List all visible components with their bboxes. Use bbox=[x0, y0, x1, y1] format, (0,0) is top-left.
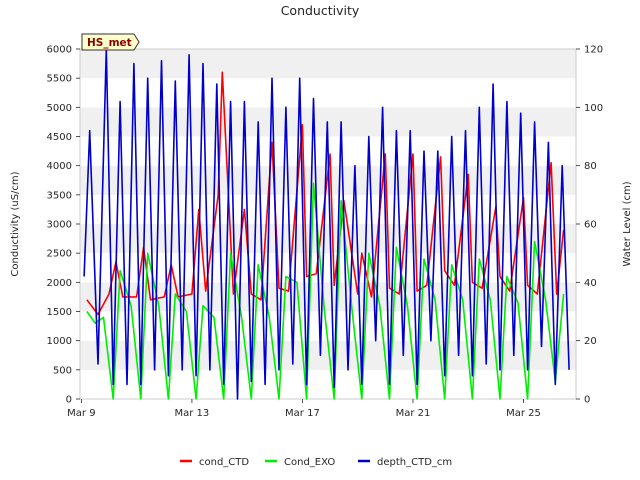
y2-tick-label: 120 bbox=[584, 45, 603, 56]
y-tick-label: 4500 bbox=[47, 132, 72, 143]
y-tick-label: 6000 bbox=[47, 45, 72, 56]
y-tick-label: 3500 bbox=[47, 190, 72, 201]
x-tick-label: Mar 25 bbox=[506, 408, 541, 419]
x-tick-label: Mar 13 bbox=[175, 408, 210, 419]
y-tick-label: 500 bbox=[53, 365, 72, 376]
y-tick-label: 5500 bbox=[47, 74, 72, 85]
plot-band bbox=[80, 49, 576, 79]
series-group bbox=[83, 48, 570, 400]
y2-tick-label: 60 bbox=[584, 220, 597, 231]
plot-band bbox=[80, 253, 576, 283]
legend-label: Cond_EXO bbox=[284, 457, 335, 468]
legend: cond_CTD Cond_EXO depth_CTD_cm bbox=[180, 457, 452, 468]
series-line-cond-ctd bbox=[86, 71, 565, 316]
y-tick-label: 5000 bbox=[47, 103, 72, 114]
plot-band bbox=[80, 224, 576, 254]
y2-tick-label: 80 bbox=[584, 161, 597, 172]
x-tick-label: Mar 9 bbox=[67, 408, 95, 419]
legend-label: cond_CTD bbox=[199, 457, 249, 468]
x-tick-label: Mar 17 bbox=[285, 408, 320, 419]
badge-label: HS_met bbox=[87, 37, 132, 49]
y2-tick-label: 40 bbox=[584, 278, 597, 289]
plot-band bbox=[80, 194, 576, 224]
y-tick-label: 4000 bbox=[47, 161, 72, 172]
y-tick-label: 2500 bbox=[47, 249, 72, 260]
x-tick-label: Mar 21 bbox=[396, 408, 431, 419]
y2-tick-label: 20 bbox=[584, 336, 597, 347]
y-tick-label: 1000 bbox=[47, 336, 72, 347]
legend-label: depth_CTD_cm bbox=[377, 457, 452, 468]
y-tick-label: 2000 bbox=[47, 278, 72, 289]
y2-tick-label: 100 bbox=[584, 103, 603, 114]
x-axis: Mar 9 Mar 13 Mar 17 Mar 21 Mar 25 bbox=[67, 399, 541, 419]
plot-band bbox=[80, 369, 576, 399]
y-tick-label: 0 bbox=[66, 395, 72, 406]
y-axis-left: 0 500 1000 1500 2000 2500 3000 3500 4000 4500 5000… bbox=[47, 45, 80, 406]
y-axis-left-title: Conductivity (uS/cm) bbox=[10, 171, 21, 276]
plot-band bbox=[80, 78, 576, 108]
chart-title: Conductivity bbox=[281, 3, 360, 18]
y-tick-label: 1500 bbox=[47, 307, 72, 318]
y-axis-right-title: Water Level (cm) bbox=[622, 181, 633, 266]
y-tick-label: 3000 bbox=[47, 220, 72, 231]
series-line-depth-ctd-cm bbox=[83, 48, 570, 400]
hs-met-badge: HS_met bbox=[81, 33, 140, 51]
y-axis-right: 0 20 40 60 80 100 120 bbox=[576, 45, 603, 406]
y2-tick-label: 0 bbox=[584, 395, 590, 406]
